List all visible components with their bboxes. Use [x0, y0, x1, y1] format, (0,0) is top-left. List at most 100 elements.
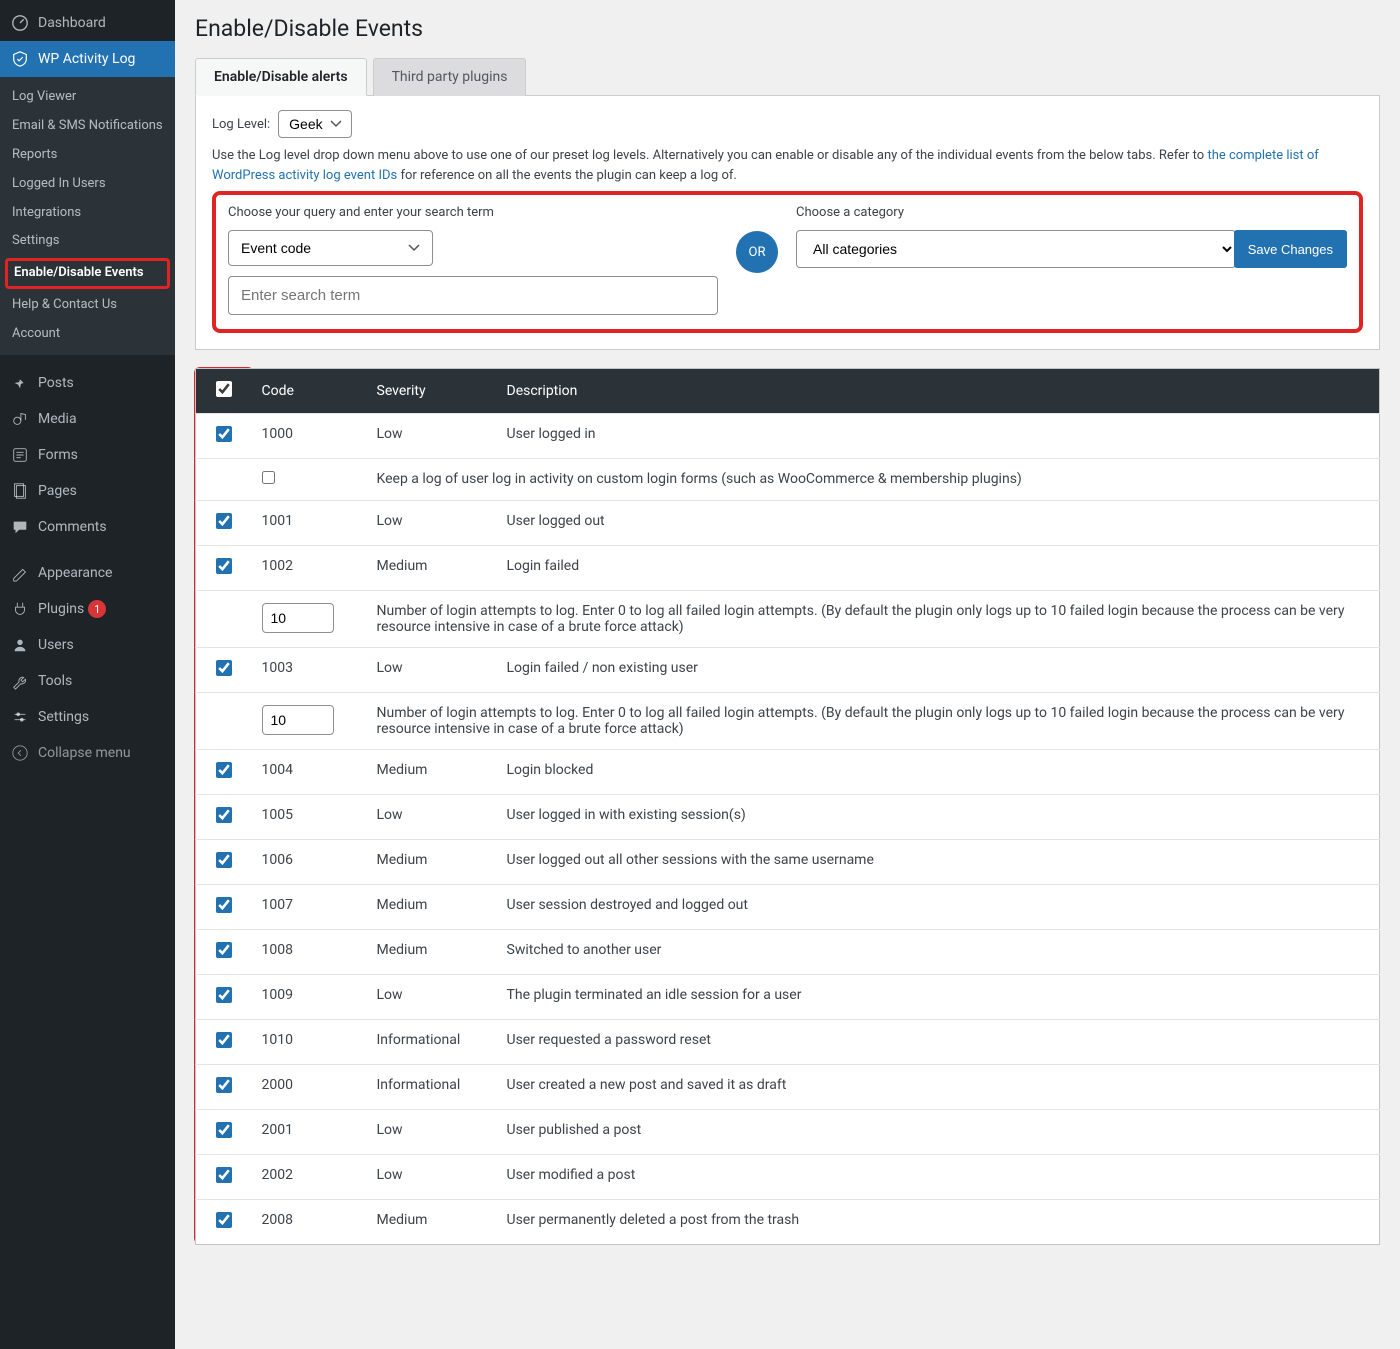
- event-code: 1007: [252, 885, 367, 930]
- search-input[interactable]: [228, 276, 718, 315]
- sidebar-sub-help[interactable]: Help & Contact Us: [0, 291, 175, 320]
- event-checkbox[interactable]: [216, 660, 232, 676]
- or-divider: OR: [736, 231, 778, 273]
- table-row: 2000InformationalUser created a new post…: [196, 1065, 1380, 1110]
- event-code: 1004: [252, 750, 367, 795]
- event-description: User requested a password reset: [497, 1020, 1380, 1065]
- table-row: Number of login attempts to log. Enter 0…: [196, 591, 1380, 648]
- event-checkbox[interactable]: [216, 1212, 232, 1228]
- sidebar-item-media[interactable]: Media: [0, 401, 175, 437]
- attempts-input[interactable]: [262, 603, 334, 633]
- event-checkbox[interactable]: [216, 426, 232, 442]
- event-checkbox[interactable]: [216, 852, 232, 868]
- tab-third-party-plugins[interactable]: Third party plugins: [373, 58, 527, 96]
- select-all-checkbox[interactable]: [216, 381, 232, 397]
- event-checkbox[interactable]: [216, 558, 232, 574]
- sidebar-item-label: Tools: [38, 673, 72, 689]
- sidebar-sub-account[interactable]: Account: [0, 320, 175, 349]
- event-checkbox[interactable]: [216, 513, 232, 529]
- comments-icon: [10, 517, 30, 537]
- event-description: Login blocked: [497, 750, 1380, 795]
- event-severity: Low: [367, 501, 497, 546]
- loglevel-select[interactable]: Geek: [278, 110, 352, 138]
- event-description: User published a post: [497, 1110, 1380, 1155]
- save-changes-button[interactable]: Save Changes: [1234, 230, 1347, 268]
- main-content: Enable/Disable Events Enable/Disable ale…: [175, 0, 1400, 1349]
- event-checkbox[interactable]: [216, 1167, 232, 1183]
- sidebar-item-appearance[interactable]: Appearance: [0, 555, 175, 591]
- sidebar-sub-email-sms[interactable]: Email & SMS Notifications: [0, 112, 175, 141]
- sidebar-sub-log-viewer[interactable]: Log Viewer: [0, 83, 175, 112]
- sidebar-item-wp-activity-log[interactable]: WP Activity Log: [0, 41, 175, 77]
- sidebar-item-label: Users: [38, 637, 74, 653]
- sidebar-sub-enable-disable[interactable]: Enable/Disable Events: [5, 258, 170, 289]
- sidebar-item-users[interactable]: Users: [0, 627, 175, 663]
- table-row: 1005LowUser logged in with existing sess…: [196, 795, 1380, 840]
- event-severity: Medium: [367, 750, 497, 795]
- event-severity: Medium: [367, 885, 497, 930]
- sidebar-item-label: Media: [38, 411, 77, 427]
- table-row: 2002LowUser modified a post: [196, 1155, 1380, 1200]
- event-checkbox[interactable]: [216, 942, 232, 958]
- event-description: User modified a post: [497, 1155, 1380, 1200]
- attempts-input[interactable]: [262, 705, 334, 735]
- sidebar-sub-integrations[interactable]: Integrations: [0, 199, 175, 228]
- sidebar-item-pages[interactable]: Pages: [0, 473, 175, 509]
- event-description: User logged out: [497, 501, 1380, 546]
- query-type-select[interactable]: Event code: [228, 230, 433, 266]
- event-sub-checkbox[interactable]: [262, 471, 275, 484]
- event-description: User logged in with existing session(s): [497, 795, 1380, 840]
- settings-icon: [10, 707, 30, 727]
- table-row: 1006MediumUser logged out all other sess…: [196, 840, 1380, 885]
- tabs: Enable/Disable alerts Third party plugin…: [195, 57, 1380, 96]
- sidebar-sub-settings[interactable]: Settings: [0, 227, 175, 256]
- event-description: User session destroyed and logged out: [497, 885, 1380, 930]
- event-checkbox[interactable]: [216, 1122, 232, 1138]
- sidebar-sub-reports[interactable]: Reports: [0, 141, 175, 170]
- table-row: 2008MediumUser permanently deleted a pos…: [196, 1200, 1380, 1245]
- event-severity: Informational: [367, 1065, 497, 1110]
- sidebar-item-label: Settings: [38, 709, 89, 725]
- event-checkbox[interactable]: [216, 807, 232, 823]
- event-code: 1010: [252, 1020, 367, 1065]
- sidebar-item-tools[interactable]: Tools: [0, 663, 175, 699]
- sidebar-item-comments[interactable]: Comments: [0, 509, 175, 545]
- event-description: Login failed / non existing user: [497, 648, 1380, 693]
- table-row: 1007MediumUser session destroyed and log…: [196, 885, 1380, 930]
- event-description: User logged in: [497, 414, 1380, 459]
- event-description: User created a new post and saved it as …: [497, 1065, 1380, 1110]
- tab-enable-disable-alerts[interactable]: Enable/Disable alerts: [195, 58, 367, 96]
- event-checkbox[interactable]: [216, 1032, 232, 1048]
- sidebar-sub-logged-in[interactable]: Logged In Users: [0, 170, 175, 199]
- event-code: 1003: [252, 648, 367, 693]
- page-title: Enable/Disable Events: [195, 15, 1380, 42]
- event-checkbox[interactable]: [216, 987, 232, 1003]
- sidebar-item-settings[interactable]: Settings: [0, 699, 175, 735]
- sidebar-item-dashboard[interactable]: Dashboard: [0, 5, 175, 41]
- sidebar-item-label: Collapse menu: [38, 745, 131, 761]
- category-select[interactable]: All categories: [796, 230, 1236, 268]
- event-checkbox[interactable]: [216, 897, 232, 913]
- users-icon: [10, 635, 30, 655]
- table-row: 1002MediumLogin failed: [196, 546, 1380, 591]
- table-row: 1003LowLogin failed / non existing user: [196, 648, 1380, 693]
- event-severity: Medium: [367, 546, 497, 591]
- sidebar-item-plugins[interactable]: Plugins 1: [0, 591, 175, 627]
- search-filter-box: Choose your query and enter your search …: [212, 191, 1363, 333]
- sidebar-item-forms[interactable]: Forms: [0, 437, 175, 473]
- event-checkbox[interactable]: [216, 1077, 232, 1093]
- table-row: 1001LowUser logged out: [196, 501, 1380, 546]
- table-row: 1004MediumLogin blocked: [196, 750, 1380, 795]
- event-code: 1005: [252, 795, 367, 840]
- event-checkbox[interactable]: [216, 762, 232, 778]
- sidebar-item-label: Comments: [38, 519, 107, 535]
- admin-sidebar: Dashboard WP Activity Log Log Viewer Ema…: [0, 0, 175, 1349]
- event-description: Number of login attempts to log. Enter 0…: [367, 693, 1380, 750]
- table-row: Number of login attempts to log. Enter 0…: [196, 693, 1380, 750]
- event-severity: Informational: [367, 1020, 497, 1065]
- sidebar-collapse[interactable]: Collapse menu: [0, 735, 175, 771]
- sidebar-item-posts[interactable]: Posts: [0, 365, 175, 401]
- sidebar-item-label: Appearance: [38, 565, 112, 581]
- event-code: 1002: [252, 546, 367, 591]
- appearance-icon: [10, 563, 30, 583]
